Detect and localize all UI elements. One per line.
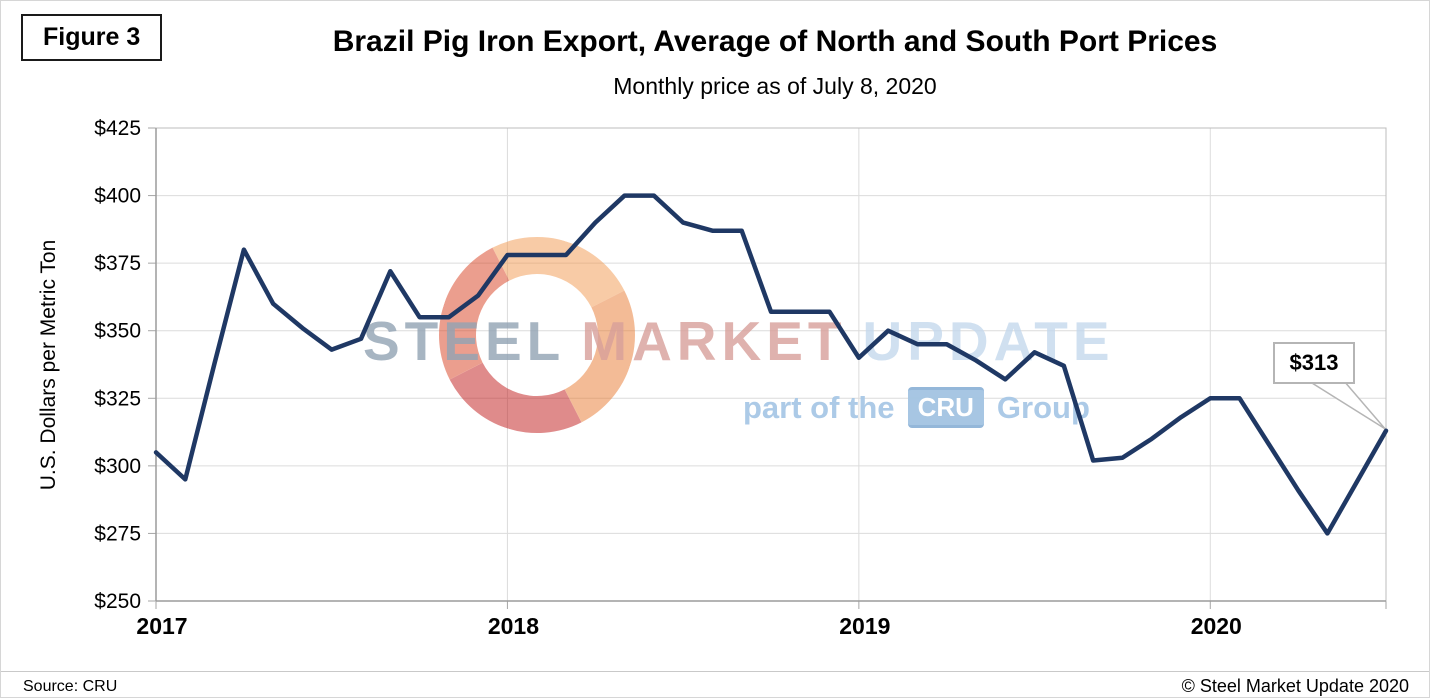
x-axis-year-label: 2018 bbox=[488, 613, 539, 639]
footer-divider bbox=[1, 671, 1429, 672]
cru-logo-badge: CRU bbox=[907, 387, 984, 428]
y-axis-tick-label: $300 bbox=[94, 455, 141, 478]
watermark-word-steel: STEEL bbox=[363, 310, 566, 372]
copyright-note: © Steel Market Update 2020 bbox=[1181, 676, 1409, 696]
x-axis-year-label: 2020 bbox=[1191, 613, 1242, 639]
y-axis-tick-label: $350 bbox=[94, 320, 141, 343]
y-axis-tick-label: $375 bbox=[94, 252, 141, 275]
last-price-callout: $313 bbox=[1273, 342, 1355, 384]
chart-title: Brazil Pig Iron Export, Average of North… bbox=[332, 25, 1218, 58]
figure-number-label: Figure 3 bbox=[21, 14, 163, 61]
y-axis-tick-label: $425 bbox=[94, 117, 141, 140]
watermark-text: STEEL MARKET UPDATE bbox=[363, 309, 1115, 373]
x-axis-year-label: 2019 bbox=[839, 613, 890, 639]
y-axis-tick-label: $400 bbox=[94, 185, 141, 208]
y-axis-tick-label: $250 bbox=[94, 590, 141, 613]
watermark-word-update: UPDATE bbox=[862, 310, 1115, 372]
y-axis-tick-label: $275 bbox=[94, 522, 141, 545]
watermark-word-market: MARKET bbox=[581, 310, 847, 372]
y-axis-tick-label: $325 bbox=[94, 387, 141, 410]
price-line-series bbox=[153, 193, 1389, 536]
x-axis-year-label: 2017 bbox=[136, 613, 187, 639]
y-axis-title: U.S. Dollars per Metric Ton bbox=[37, 239, 60, 491]
watermark-tagline-prefix: part of the bbox=[743, 389, 895, 425]
source-note: Source: CRU bbox=[23, 678, 118, 695]
chart-subtitle: Monthly price as of July 8, 2020 bbox=[613, 73, 937, 99]
